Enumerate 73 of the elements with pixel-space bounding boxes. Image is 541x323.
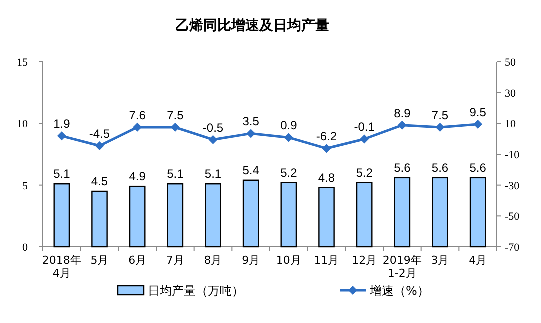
- bar: [356, 182, 373, 248]
- y2-tick-label: -70: [505, 242, 520, 254]
- data-label: 0.9: [280, 118, 298, 133]
- data-label: 4.5: [91, 174, 108, 188]
- x-tick-label: 5月: [90, 254, 109, 267]
- point: [360, 134, 370, 144]
- data-label: 8.9: [394, 106, 412, 120]
- data-label: 7.5: [432, 108, 449, 123]
- data-label: -4.5: [89, 127, 110, 142]
- bar: [432, 177, 448, 248]
- data-label: 4.8: [318, 170, 336, 185]
- x-tick-label: 7月: [166, 254, 184, 267]
- data-label: 5.6: [432, 160, 449, 175]
- y-tick-label: 0: [22, 242, 28, 254]
- x-tick-label: 10月: [276, 254, 302, 267]
- point: [284, 133, 294, 142]
- x-tick-label: 11月: [314, 254, 340, 267]
- point: [57, 132, 66, 141]
- bar: [280, 182, 298, 248]
- x-tick-label: 9月: [242, 254, 260, 267]
- bar: [205, 184, 222, 248]
- point: [474, 120, 483, 129]
- data-label: 9.5: [470, 105, 487, 120]
- bar: [92, 190, 108, 248]
- data-label: 7.6: [129, 108, 146, 122]
- legend-label: 日均产量（万吨）: [148, 284, 244, 298]
- point: [133, 122, 142, 132]
- data-label: -0.1: [354, 120, 376, 134]
- data-label: 5.6: [470, 160, 487, 175]
- y2-tick-label: 50: [505, 57, 516, 69]
- y2-tick-label: 10: [505, 118, 516, 131]
- point: [436, 123, 445, 132]
- data-label: 1.9: [54, 117, 71, 132]
- y2-tick-label: -50: [505, 211, 520, 224]
- x-tick-label: 12月: [352, 254, 378, 267]
- data-label: 4.9: [129, 170, 146, 184]
- data-label: 5.1: [54, 167, 71, 182]
- data-label: -0.5: [202, 120, 224, 135]
- data-label: 5.1: [204, 167, 222, 182]
- x-tick-label: 8月: [204, 254, 222, 267]
- data-label: 7.5: [167, 108, 184, 123]
- bar: [394, 177, 411, 248]
- data-label: -6.2: [316, 130, 338, 144]
- y-tick-label: 10: [17, 118, 28, 131]
- y2-tick-label: -10: [505, 150, 520, 162]
- point: [322, 144, 332, 154]
- data-label: 5.2: [356, 166, 374, 180]
- x-tick-label: 4月: [469, 254, 488, 267]
- data-label: 5.2: [280, 166, 298, 180]
- bar: [129, 186, 146, 248]
- y2-tick-label: -30: [505, 180, 520, 192]
- point: [208, 135, 218, 144]
- x-tick-label: 3月: [431, 254, 450, 267]
- bar: [54, 184, 70, 248]
- y-tick-label: 15: [17, 57, 28, 69]
- data-label: 5.6: [394, 160, 412, 175]
- y-tick-label: 5: [22, 180, 28, 192]
- y2-tick-label: 30: [505, 88, 516, 100]
- point: [95, 142, 104, 151]
- data-label: 5.1: [167, 167, 184, 182]
- data-label: 5.4: [242, 163, 260, 178]
- legend-label: 增速（%）: [369, 284, 430, 298]
- point: [246, 129, 256, 138]
- x-tick-label: 6月: [128, 254, 147, 267]
- bar: [470, 177, 486, 248]
- chart-title: 乙烯同比增速及日均产量: [176, 17, 330, 34]
- bar: [167, 184, 184, 248]
- data-label: 3.5: [242, 114, 260, 129]
- point: [398, 120, 407, 130]
- bar: [242, 180, 260, 248]
- bar: [318, 187, 335, 248]
- x-tick-label: 2018年 4月: [42, 254, 82, 280]
- x-tick-label: 2019年 1-2月: [382, 254, 422, 280]
